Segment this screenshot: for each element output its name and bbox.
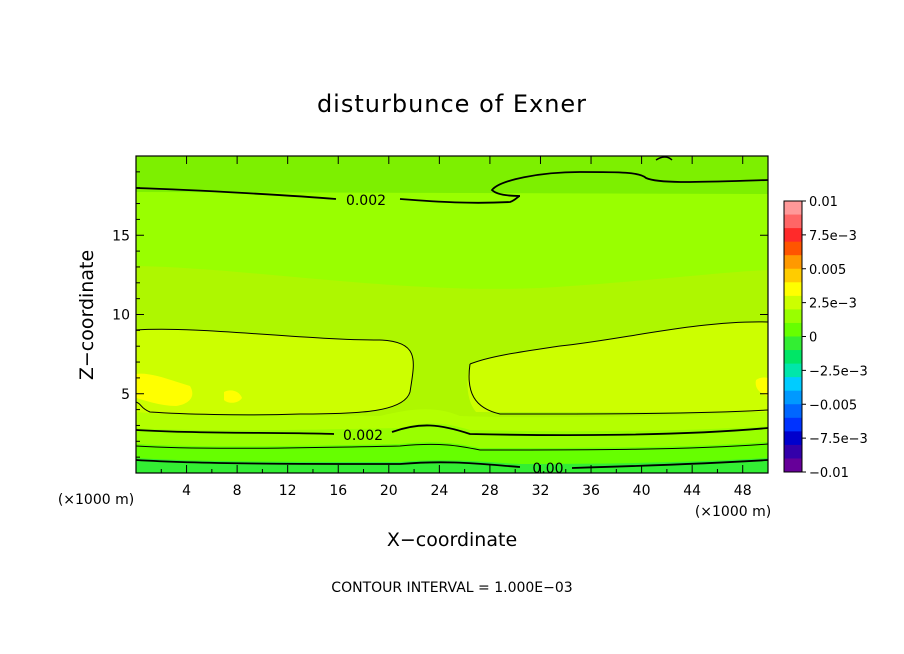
x-tick-label: 4 [182, 483, 191, 499]
colorbar-swatch [784, 295, 802, 310]
contour-field [136, 156, 768, 473]
colorbar-swatch [784, 201, 802, 216]
colorbar-label: 0 [809, 331, 817, 346]
colorbar-swatch [784, 336, 802, 351]
contour-label: 0.00 [532, 461, 563, 477]
contour-interval-label: CONTOUR INTERVAL = 1.000E−03 [331, 580, 572, 596]
x-tick-label: 32 [532, 483, 550, 499]
colorbar-swatch [784, 309, 802, 324]
x-tick-label: 48 [734, 483, 752, 499]
colorbar-label: −0.005 [809, 398, 857, 413]
x-tick-label: 40 [633, 483, 651, 499]
colorbar-label: 0.005 [809, 263, 846, 278]
colorbar-label: −0.01 [809, 466, 849, 481]
x-axis-ticks: 4 8 12 16 20 24 28 32 36 40 44 48 [160, 156, 752, 499]
y-axis-unit: (×1000 m) [58, 492, 134, 508]
colorbar-swatch [784, 322, 802, 337]
x-tick-label: 12 [279, 483, 297, 499]
contour-line-top [655, 156, 673, 161]
colorbar-frame [783, 200, 803, 473]
colorbar: 0.01 7.5e−3 0.005 2.5e−3 0 −2.5e−3 −0.005 −7.5e… [784, 195, 868, 481]
colorbar-label: 7.5e−3 [809, 229, 857, 244]
x-tick-label: 24 [430, 483, 448, 499]
colorbar-swatch [784, 228, 802, 243]
band-low-4 [136, 458, 768, 473]
colorbar-swatch [784, 404, 802, 419]
colorbar-swatch [784, 458, 802, 473]
colorbar-swatch [784, 390, 802, 405]
colorbar-swatch [784, 377, 802, 392]
x-tick-label: 8 [233, 483, 242, 499]
colorbar-swatch [784, 268, 802, 283]
x-tick-label: 20 [380, 483, 398, 499]
colorbar-swatch [784, 363, 802, 378]
x-tick-label: 16 [329, 483, 347, 499]
colorbar-swatch [784, 255, 802, 270]
contour-label: 0.002 [343, 428, 383, 444]
colorbar-label: −2.5e−3 [809, 364, 868, 379]
colorbar-swatch [784, 431, 802, 446]
contour-label: 0.002 [346, 193, 386, 209]
contour-line-002-lower [136, 424, 768, 437]
colorbar-swatch [784, 282, 802, 297]
x-axis-unit: (×1000 m) [695, 504, 771, 520]
contour-line-upper [136, 171, 768, 204]
y-axis-ticks: 5 10 15 [112, 171, 768, 458]
x-tick-label: 36 [582, 483, 600, 499]
x-tick-label: 44 [683, 483, 701, 499]
x-tick-label: 28 [481, 483, 499, 499]
colorbar-swatch [784, 417, 802, 432]
colorbar-swatch [784, 214, 802, 229]
y-axis-title: Z−coordinate [76, 250, 98, 380]
colorbar-swatch [784, 241, 802, 256]
chart-title: disturbunce of Exner [317, 90, 587, 118]
contour-line-core [136, 321, 768, 416]
band-core [136, 321, 768, 414]
colorbar-label: 0.01 [809, 195, 838, 210]
y-tick-label: 5 [121, 387, 130, 403]
colorbar-label: −7.5e−3 [809, 432, 868, 447]
x-axis-title: X−coordinate [387, 529, 517, 551]
y-tick-label: 15 [112, 228, 130, 244]
contour-line-000 [136, 459, 768, 469]
colorbar-swatch [784, 444, 802, 459]
contour-line-low-a [136, 443, 768, 451]
y-tick-label: 10 [112, 308, 130, 324]
colorbar-label: 2.5e−3 [809, 297, 857, 312]
colorbar-swatch [784, 350, 802, 365]
